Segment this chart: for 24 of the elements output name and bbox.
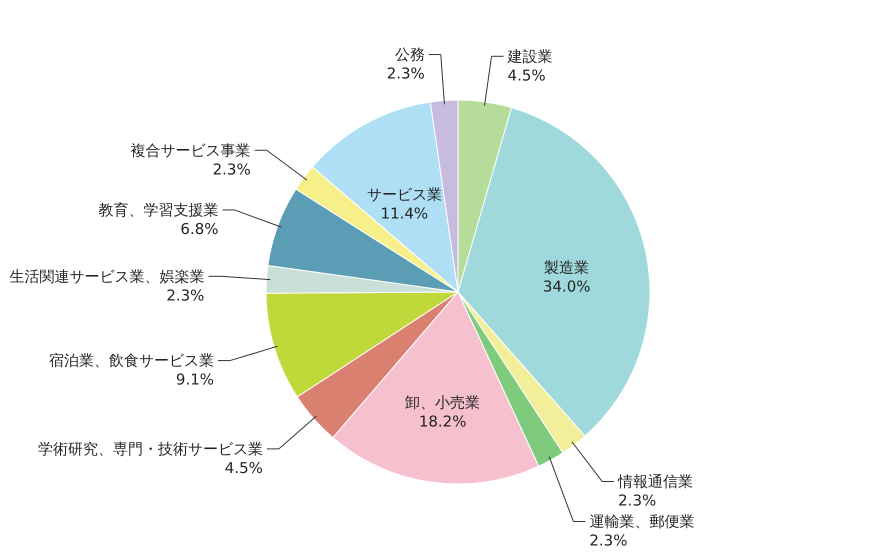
data-label: 2.3%: [589, 531, 628, 550]
slice-label: 複合サービス事業: [130, 141, 251, 160]
data-label: 4.5%: [224, 458, 263, 477]
data-label: 2.3%: [166, 286, 204, 304]
data-label: 9.1%: [176, 370, 214, 389]
data-label: 2.3%: [386, 64, 425, 83]
slice-label: サービス業: [366, 185, 442, 204]
data-label: 2.3%: [618, 491, 656, 510]
slice-label: 宿泊業、飲食サービス業: [49, 352, 214, 370]
data-label: 4.5%: [508, 66, 546, 84]
slice-label: 情報通信業: [617, 472, 694, 490]
data-label: 11.4%: [380, 204, 428, 222]
slice-label: 建設業: [506, 47, 553, 66]
slice-label: 教育、学習支援業: [98, 200, 219, 219]
slice-label: 生活関連サービス業、娯楽業: [9, 267, 204, 286]
slice-label: 運輸業、郵便業: [589, 512, 694, 530]
slice-label: 学術研究、専門・技術サービス業: [38, 440, 263, 458]
slice-label: 製造業: [544, 258, 590, 277]
data-label: 34.0%: [542, 278, 591, 296]
data-label: 2.3%: [212, 160, 251, 178]
slice-label: 卸、小売業: [405, 393, 480, 412]
slice-label: 公務: [394, 46, 425, 64]
data-label: 18.2%: [418, 412, 466, 430]
data-label: 6.8%: [180, 220, 219, 238]
